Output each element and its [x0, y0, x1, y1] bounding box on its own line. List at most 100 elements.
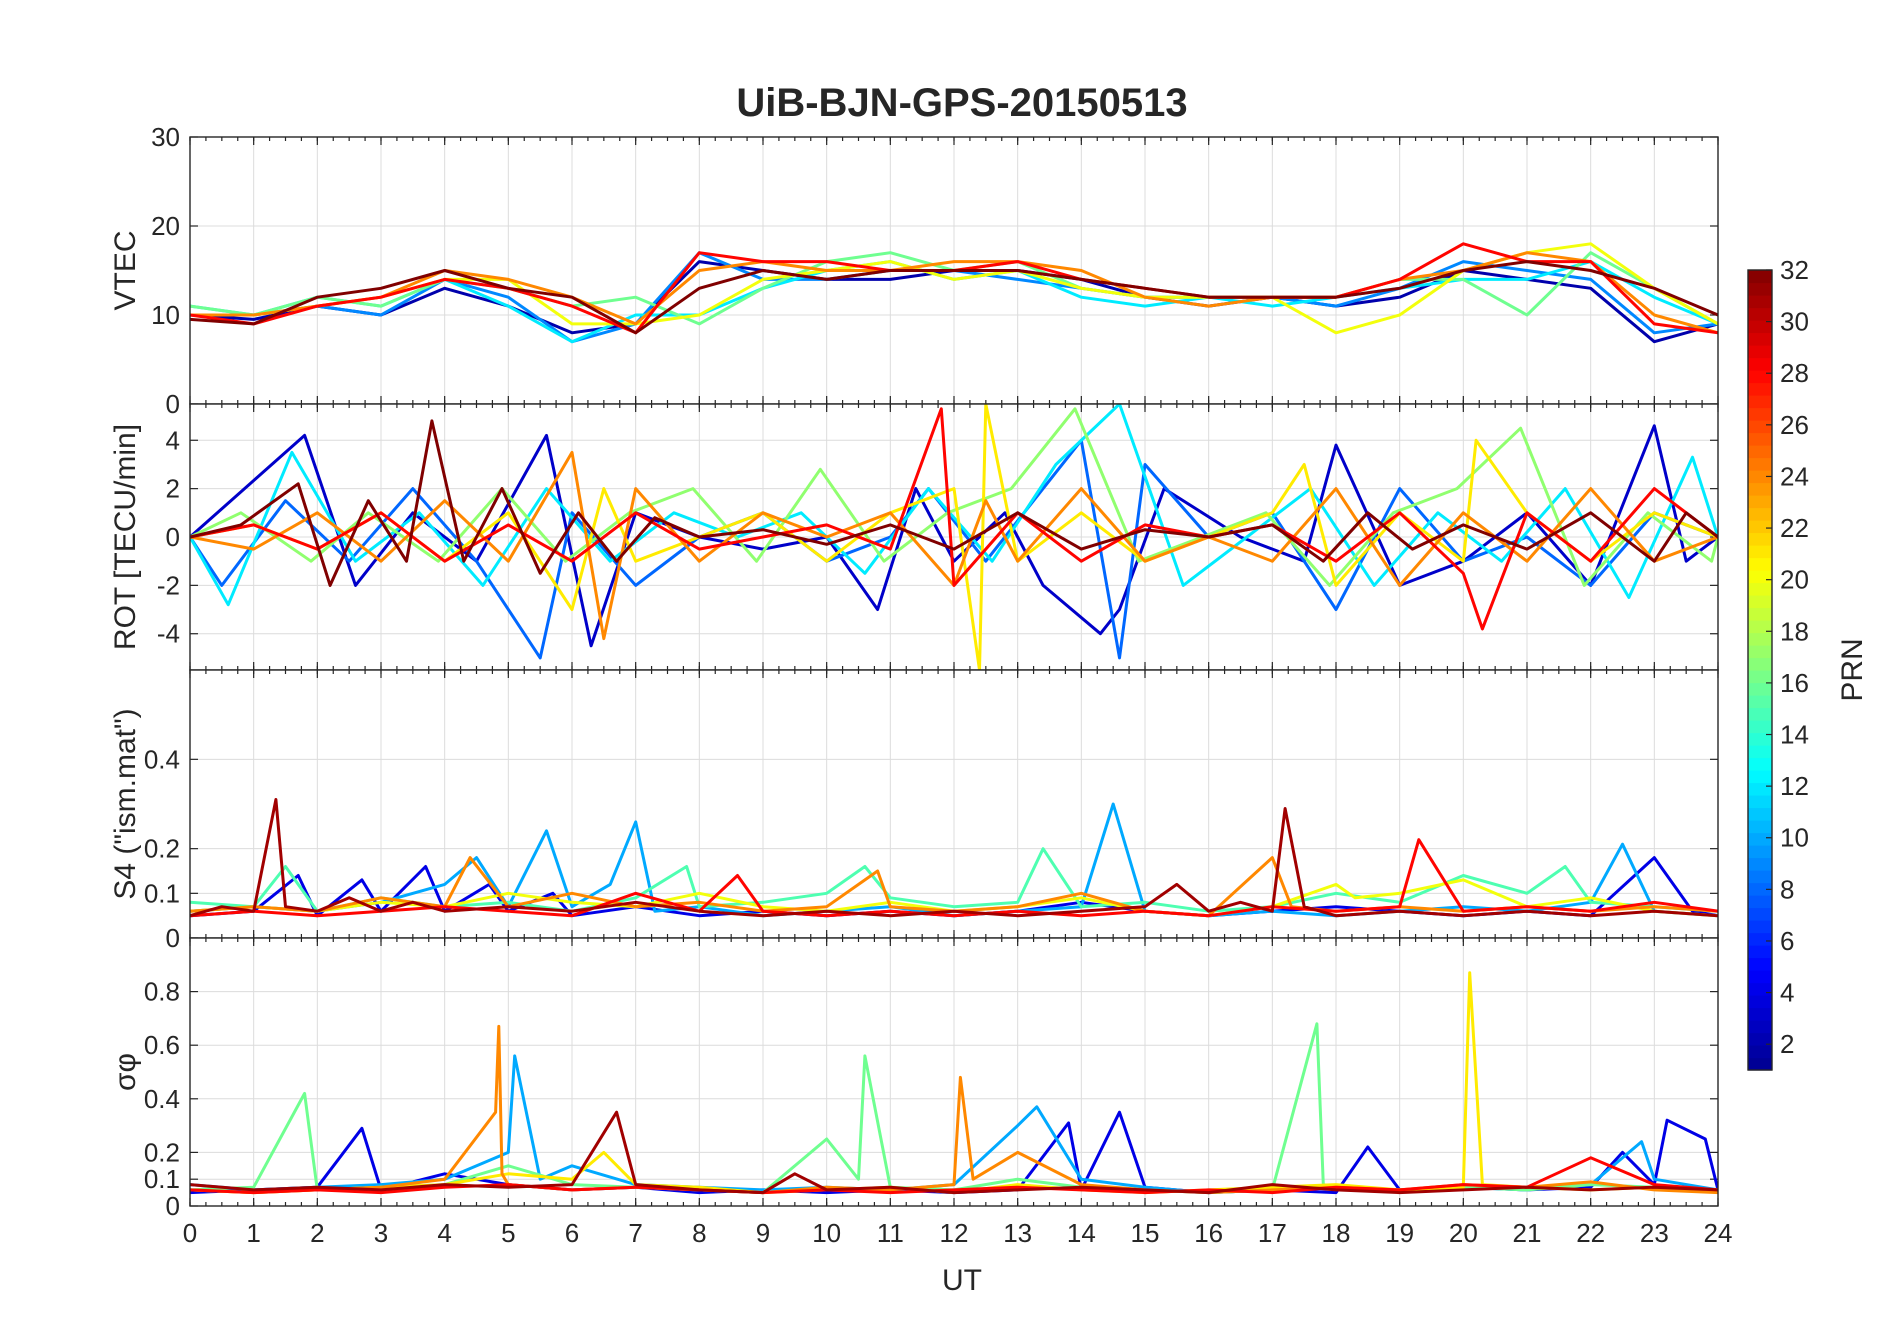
colorbar-segment: [1748, 882, 1772, 896]
colorbar-segment: [1748, 982, 1772, 996]
colorbar-tick-label: 14: [1780, 720, 1809, 750]
colorbar-segment: [1748, 945, 1772, 959]
colorbar-segment: [1748, 482, 1772, 496]
x-tick-label: 7: [628, 1218, 642, 1248]
colorbar-segment: [1748, 832, 1772, 846]
y-axis-label: VTEC: [109, 230, 142, 310]
x-tick-label: 23: [1640, 1218, 1669, 1248]
colorbar-segment: [1748, 707, 1772, 721]
colorbar-segment: [1748, 645, 1772, 659]
x-tick-label: 15: [1131, 1218, 1160, 1248]
colorbar-segment: [1748, 745, 1772, 759]
colorbar-segment: [1748, 270, 1772, 284]
colorbar-segment: [1748, 857, 1772, 871]
x-tick-label: 2: [310, 1218, 324, 1248]
colorbar-segment: [1748, 932, 1772, 946]
colorbar-segment: [1748, 557, 1772, 571]
y-tick-label: -4: [157, 619, 180, 649]
x-tick-label: 6: [565, 1218, 579, 1248]
y-tick-label: 0.1: [144, 878, 180, 908]
x-tick-label: 18: [1322, 1218, 1351, 1248]
colorbar-segment: [1748, 995, 1772, 1009]
x-axis-label: UT: [942, 1264, 982, 1297]
colorbar-tick-label: 32: [1780, 255, 1809, 285]
x-tick-label: 22: [1576, 1218, 1605, 1248]
colorbar-segment: [1748, 307, 1772, 321]
colorbar-segment: [1748, 1045, 1772, 1059]
colorbar-segment: [1748, 345, 1772, 359]
series-line-prn-17: [190, 407, 1718, 587]
colorbar-segment: [1748, 670, 1772, 684]
y-tick-label: 0.2: [144, 1137, 180, 1167]
y-tick-label: 0.1: [144, 1164, 180, 1194]
y-tick-label: 10: [151, 300, 180, 330]
x-tick-label: 16: [1194, 1218, 1223, 1248]
colorbar-segment: [1748, 295, 1772, 309]
panel-frame: [189, 937, 1719, 1207]
x-tick-label: 13: [1003, 1218, 1032, 1248]
colorbar-tick-label: 2: [1780, 1029, 1794, 1059]
x-tick-label: 14: [1067, 1218, 1096, 1248]
series-line-prn-32: [190, 419, 1718, 587]
series-line-prn-31: [190, 798, 1718, 918]
x-tick-label: 12: [940, 1218, 969, 1248]
colorbar-tick-label: 12: [1780, 771, 1809, 801]
colorbar-tick-label: 24: [1780, 461, 1809, 491]
colorbar-segment: [1748, 1020, 1772, 1034]
series-group: [190, 798, 1718, 918]
colorbar-segment: [1748, 782, 1772, 796]
y-tick-label: 0.4: [144, 1084, 180, 1114]
panel-sigma_phi: 00.10.2 0.4 0.6 0.8 σφ: [109, 937, 1719, 1221]
colorbar-segment: [1748, 807, 1772, 821]
series-line-prn-8: [190, 438, 1718, 660]
series-group: [190, 242, 1718, 344]
y-tick-label: 0: [166, 1191, 180, 1221]
x-tick-label: 8: [692, 1218, 706, 1248]
y-axis-label: ROT [TECU/min]: [109, 424, 142, 650]
colorbar-segment: [1748, 507, 1772, 521]
colorbar-tick-label: 10: [1780, 823, 1809, 853]
x-tick-label: 11: [877, 1218, 904, 1248]
colorbar-segment: [1748, 432, 1772, 446]
x-tick-label: 5: [501, 1218, 515, 1248]
x-tick-label: 9: [756, 1218, 770, 1248]
x-tick-label: 1: [246, 1218, 260, 1248]
colorbar-segment: [1748, 870, 1772, 884]
colorbar-tick-label: 18: [1780, 616, 1809, 646]
colorbar-frame: [1747, 269, 1773, 1071]
colorbar-segment: [1748, 1007, 1772, 1021]
colorbar-segment: [1748, 620, 1772, 634]
x-tick-label: 21: [1513, 1218, 1542, 1248]
colorbar-tick-label: 30: [1780, 307, 1809, 337]
series-line-prn-28: [190, 407, 1718, 631]
colorbar-tick-label: 28: [1780, 358, 1809, 388]
series-line-prn-28: [190, 1156, 1718, 1195]
colorbar-segment: [1748, 657, 1772, 671]
colorbar-segment: [1748, 970, 1772, 984]
colorbar-tick-label: 20: [1780, 565, 1809, 595]
series-group: [190, 404, 1718, 670]
colorbar-segment: [1748, 957, 1772, 971]
colorbar-segment: [1748, 407, 1772, 421]
colorbar-segment: [1748, 632, 1772, 646]
colorbar-segment: [1748, 682, 1772, 696]
series-line-prn-31: [190, 1110, 1718, 1195]
colorbar-segment: [1748, 382, 1772, 396]
y-tick-label: 0.6: [144, 1030, 180, 1060]
colorbar-segment: [1748, 470, 1772, 484]
colorbar-segment: [1748, 457, 1772, 471]
x-tick-label: 19: [1385, 1218, 1414, 1248]
colorbar-segment: [1748, 845, 1772, 859]
colorbar-tick-label: 22: [1780, 513, 1809, 543]
x-tick-label: 24: [1704, 1218, 1733, 1248]
colorbar-segment: [1748, 357, 1772, 371]
series-line-prn-21: [190, 404, 1718, 670]
colorbar-segment: [1748, 332, 1772, 346]
y-tick-label: 0.4: [144, 744, 180, 774]
panel-rot: -4 -2 0 2 4 ROT [TECU/min]: [109, 403, 1719, 671]
series-group: [190, 971, 1718, 1195]
y-tick-label: 20: [151, 211, 180, 241]
